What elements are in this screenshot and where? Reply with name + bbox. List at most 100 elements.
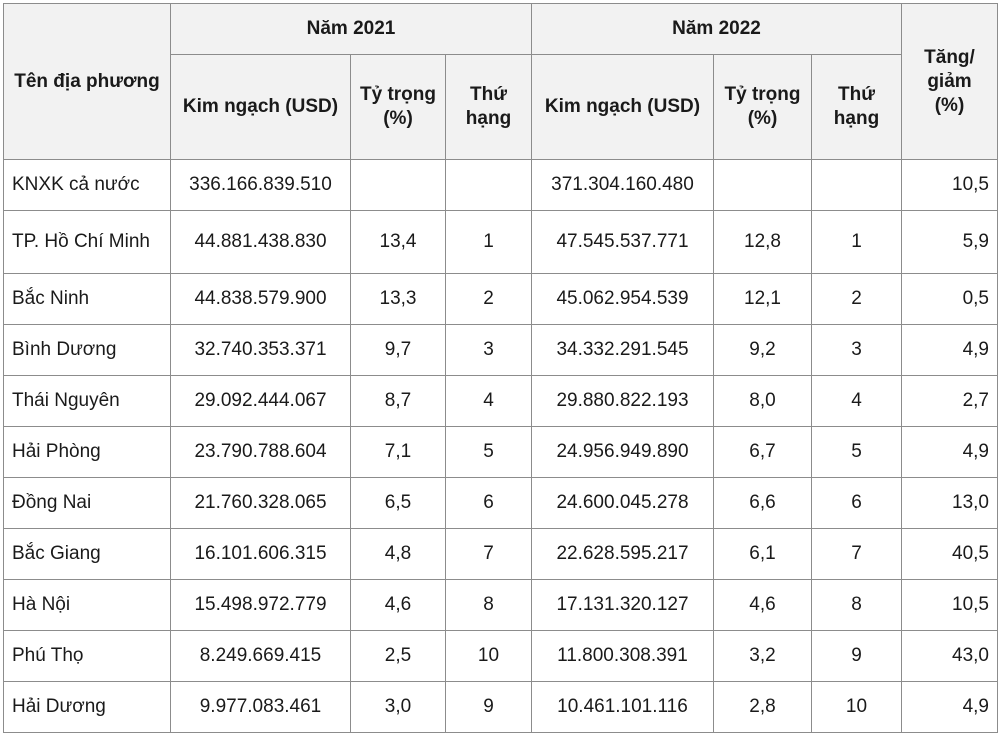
share-2022: 9,2: [713, 324, 812, 376]
region-name: Bắc Ninh: [3, 273, 171, 325]
turnover-2021-header: Kim ngạch (USD): [170, 54, 351, 160]
table-row: Bình Dương 32.740.353.371 9,7 3 34.332.2…: [3, 324, 998, 376]
region-name: Bình Dương: [3, 324, 171, 376]
export-turnover-table: Tên địa phương Năm 2021 Năm 2022 Tăng/ g…: [3, 3, 998, 733]
turnover-2021: 23.790.788.604: [170, 426, 351, 478]
turnover-2022: 34.332.291.545: [531, 324, 714, 376]
change-percent: 2,7: [901, 375, 998, 427]
turnover-2022: 24.600.045.278: [531, 477, 714, 529]
rank-2021: 7: [445, 528, 532, 580]
share-2021: 13,4: [350, 210, 446, 274]
rank-2021: [445, 159, 532, 211]
share-2022: 6,1: [713, 528, 812, 580]
region-column-header: Tên địa phương: [3, 3, 171, 160]
turnover-2021: 16.101.606.315: [170, 528, 351, 580]
rank-2022: 4: [811, 375, 902, 427]
region-name: Hà Nội: [3, 579, 171, 631]
rank-2022: 6: [811, 477, 902, 529]
share-2022: 3,2: [713, 630, 812, 682]
turnover-2022: 10.461.101.116: [531, 681, 714, 733]
header-row-sub: Kim ngạch (USD) Tỷ trọng (%) Thứ hạng Ki…: [4, 54, 998, 160]
change-percent: 4,9: [901, 426, 998, 478]
turnover-2021: 8.249.669.415: [170, 630, 351, 682]
change-percent: 4,9: [901, 324, 998, 376]
header-row-top: Tên địa phương Năm 2021 Năm 2022 Tăng/ g…: [3, 3, 998, 160]
turnover-2022: 45.062.954.539: [531, 273, 714, 325]
change-percent: 4,9: [901, 681, 998, 733]
rank-2021: 9: [445, 681, 532, 733]
turnover-2022-header: Kim ngạch (USD): [531, 54, 714, 160]
rank-2021: 8: [445, 579, 532, 631]
share-2022: 6,7: [713, 426, 812, 478]
share-2022: 2,8: [713, 681, 812, 733]
turnover-2021: 29.092.444.067: [170, 375, 351, 427]
share-2022: 6,6: [713, 477, 812, 529]
share-2021: 6,5: [350, 477, 446, 529]
turnover-2021: 15.498.972.779: [170, 579, 351, 631]
turnover-2022: 22.628.595.217: [531, 528, 714, 580]
rank-2021: 3: [445, 324, 532, 376]
share-2022: [713, 159, 812, 211]
change-percent: 5,9: [901, 210, 998, 274]
share-2021: [350, 159, 446, 211]
turnover-2022: 11.800.308.391: [531, 630, 714, 682]
rank-2021: 2: [445, 273, 532, 325]
rank-2022: 10: [811, 681, 902, 733]
region-name: KNXK cả nước: [3, 159, 171, 211]
region-name: Thái Nguyên: [3, 375, 171, 427]
share-2021: 9,7: [350, 324, 446, 376]
table-row: Bắc Ninh 44.838.579.900 13,3 2 45.062.95…: [3, 273, 998, 325]
change-percent: 40,5: [901, 528, 998, 580]
region-name: TP. Hồ Chí Minh: [3, 210, 171, 274]
turnover-2022: 29.880.822.193: [531, 375, 714, 427]
turnover-2021: 44.838.579.900: [170, 273, 351, 325]
rank-2021: 6: [445, 477, 532, 529]
share-2021: 2,5: [350, 630, 446, 682]
rank-2021: 4: [445, 375, 532, 427]
share-2022: 8,0: [713, 375, 812, 427]
turnover-2022: 24.956.949.890: [531, 426, 714, 478]
change-percent: 10,5: [901, 579, 998, 631]
share-2021: 13,3: [350, 273, 446, 325]
rank-2022: 8: [811, 579, 902, 631]
region-name: Phú Thọ: [3, 630, 171, 682]
share-2021: 7,1: [350, 426, 446, 478]
share-2021: 8,7: [350, 375, 446, 427]
turnover-2022: 47.545.537.771: [531, 210, 714, 274]
rank-2022-header: Thứ hạng: [811, 54, 902, 160]
table-row: Hải Dương 9.977.083.461 3,0 9 10.461.101…: [3, 681, 998, 733]
year-2021-header: Năm 2021: [170, 3, 532, 55]
share-2022-header: Tỷ trọng (%): [713, 54, 812, 160]
turnover-2021: 21.760.328.065: [170, 477, 351, 529]
turnover-2022: 371.304.160.480: [531, 159, 714, 211]
table-row: KNXK cả nước 336.166.839.510 371.304.160…: [3, 159, 998, 211]
rank-2022: 3: [811, 324, 902, 376]
turnover-2021: 9.977.083.461: [170, 681, 351, 733]
change-percent: 43,0: [901, 630, 998, 682]
turnover-2021: 336.166.839.510: [170, 159, 351, 211]
share-2021: 4,8: [350, 528, 446, 580]
table-row: Thái Nguyên 29.092.444.067 8,7 4 29.880.…: [3, 375, 998, 427]
table-container: Tên địa phương Năm 2021 Năm 2022 Tăng/ g…: [3, 3, 998, 733]
rank-2021: 5: [445, 426, 532, 478]
rank-2022: 5: [811, 426, 902, 478]
rank-2022: 9: [811, 630, 902, 682]
rank-2021-header: Thứ hạng: [445, 54, 532, 160]
change-percent: 0,5: [901, 273, 998, 325]
rank-2022: [811, 159, 902, 211]
table-row: Hải Phòng 23.790.788.604 7,1 5 24.956.94…: [3, 426, 998, 478]
year-2022-header: Năm 2022: [531, 3, 902, 55]
share-2022: 12,8: [713, 210, 812, 274]
change-column-header: Tăng/ giảm (%): [901, 3, 998, 160]
rank-2022: 1: [811, 210, 902, 274]
share-2022: 4,6: [713, 579, 812, 631]
region-name: Hải Dương: [3, 681, 171, 733]
share-2021-header: Tỷ trọng (%): [350, 54, 446, 160]
table-row: Bắc Giang 16.101.606.315 4,8 7 22.628.59…: [3, 528, 998, 580]
share-2022: 12,1: [713, 273, 812, 325]
rank-2021: 10: [445, 630, 532, 682]
table-row: Hà Nội 15.498.972.779 4,6 8 17.131.320.1…: [3, 579, 998, 631]
change-percent: 10,5: [901, 159, 998, 211]
region-name: Đồng Nai: [3, 477, 171, 529]
rank-2022: 2: [811, 273, 902, 325]
